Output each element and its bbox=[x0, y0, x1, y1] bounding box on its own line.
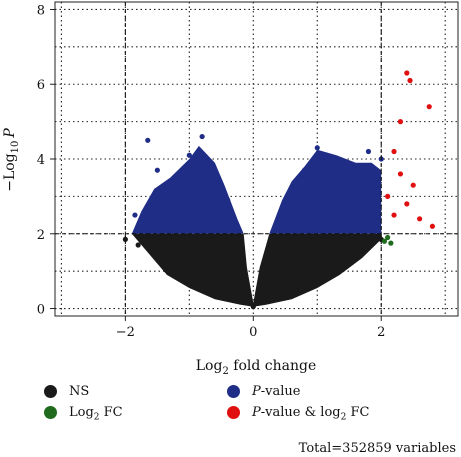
point-pvalue-log2fc bbox=[404, 201, 410, 207]
legend-label-log2fc-base: Log bbox=[69, 405, 94, 420]
point-log2fc bbox=[388, 240, 394, 246]
point-pvalue bbox=[301, 167, 308, 173]
x-tick-label: −2 bbox=[116, 325, 135, 340]
point-pvalue-log2fc bbox=[417, 216, 423, 222]
point-clouds bbox=[131, 145, 382, 307]
legend-swatch-ns bbox=[44, 385, 57, 398]
y-tick-label: 8 bbox=[37, 3, 45, 18]
data-points bbox=[122, 70, 436, 310]
legend-label-log2fc-sub: 2 bbox=[93, 412, 100, 423]
point-pvalue bbox=[132, 212, 138, 218]
legend-item-pvalue: P-value bbox=[227, 384, 300, 399]
point-ns bbox=[212, 279, 218, 285]
point-pvalue-log2fc bbox=[391, 212, 397, 218]
point-pvalue bbox=[327, 156, 333, 162]
point-pvalue-log2fc bbox=[404, 70, 410, 76]
legend-swatch-pvalue bbox=[227, 385, 240, 398]
point-pvalue-log2fc bbox=[426, 104, 432, 110]
point-pvalue-log2fc bbox=[391, 148, 397, 155]
point-log2fc bbox=[385, 234, 391, 241]
legend-label-both-italic: P bbox=[252, 405, 261, 420]
point-ns bbox=[237, 294, 244, 300]
point-ns bbox=[199, 272, 205, 278]
legend-label-both-rest: FC bbox=[346, 405, 370, 420]
point-pvalue bbox=[212, 182, 218, 188]
point-ns bbox=[289, 279, 295, 285]
cloud-pvalue-left bbox=[131, 145, 244, 234]
point-pvalue-log2fc bbox=[397, 171, 404, 177]
legend-label-pvalue-rest: -value bbox=[260, 384, 301, 399]
point-pvalue bbox=[225, 197, 231, 203]
y-tick-label: 6 bbox=[37, 78, 45, 93]
total-variables-note: Total=352859 variables bbox=[298, 441, 456, 456]
point-ns bbox=[327, 259, 333, 265]
legend-item-log2fc: Log2 FC bbox=[44, 405, 123, 423]
legend-label-pvalue-italic: P bbox=[252, 384, 261, 399]
point-pvalue bbox=[154, 167, 160, 173]
point-pvalue bbox=[353, 163, 359, 170]
point-ns bbox=[186, 264, 192, 271]
legend-item-both: P-value & log2 FC bbox=[227, 405, 369, 423]
point-ns bbox=[161, 253, 167, 259]
point-ns bbox=[314, 264, 320, 271]
point-ns bbox=[301, 272, 308, 278]
y-tick-label: 2 bbox=[37, 228, 45, 243]
point-pvalue bbox=[145, 137, 151, 143]
point-pvalue bbox=[289, 201, 295, 207]
cloud-ns bbox=[131, 233, 382, 307]
x-axis-label: Log2 fold change bbox=[196, 358, 316, 377]
point-ns bbox=[276, 287, 282, 293]
legend-label-both-mid: -value & log bbox=[260, 405, 341, 420]
axis-ticks: −2 0 2 0 2 4 6 8 bbox=[37, 3, 386, 340]
grid-lines bbox=[55, 2, 458, 316]
point-pvalue-log2fc bbox=[385, 193, 391, 199]
point-pvalue-log2fc bbox=[407, 77, 413, 84]
point-pvalue bbox=[186, 152, 192, 158]
point-ns bbox=[250, 304, 256, 310]
point-ns bbox=[148, 247, 154, 254]
y-tick-label: 0 bbox=[37, 303, 45, 318]
legend-swatch-both bbox=[227, 406, 240, 419]
point-ns bbox=[135, 242, 141, 248]
point-ns bbox=[225, 287, 231, 293]
point-pvalue bbox=[314, 145, 320, 151]
point-pvalue-log2fc bbox=[429, 223, 436, 229]
point-pvalue bbox=[199, 133, 205, 140]
legend-swatch-log2fc bbox=[44, 406, 57, 419]
cloud-pvalue-right bbox=[269, 149, 382, 234]
point-ns bbox=[122, 236, 128, 242]
point-pvalue-log2fc bbox=[397, 119, 404, 125]
point-ns bbox=[173, 259, 180, 265]
x-tick-label: 2 bbox=[377, 325, 385, 340]
point-ns bbox=[365, 242, 372, 248]
point-pvalue bbox=[340, 171, 346, 177]
cutoff-lines bbox=[55, 2, 458, 316]
point-pvalue bbox=[173, 175, 180, 181]
legend-label-ns: NS bbox=[69, 384, 90, 399]
point-log2fc bbox=[381, 238, 388, 244]
y-tick-label: 4 bbox=[37, 153, 45, 168]
point-ns bbox=[353, 247, 359, 254]
point-ns bbox=[340, 253, 346, 259]
legend-item-ns: NS bbox=[44, 384, 89, 399]
legend-label-log2fc-rest: FC bbox=[99, 405, 123, 420]
point-pvalue bbox=[365, 148, 372, 155]
x-tick-label: 0 bbox=[249, 325, 257, 340]
point-ns bbox=[263, 294, 269, 300]
point-pvalue-log2fc bbox=[410, 182, 416, 188]
y-axis-label: −Log10P bbox=[2, 128, 21, 192]
legend-label-both-sub: 2 bbox=[340, 412, 347, 423]
